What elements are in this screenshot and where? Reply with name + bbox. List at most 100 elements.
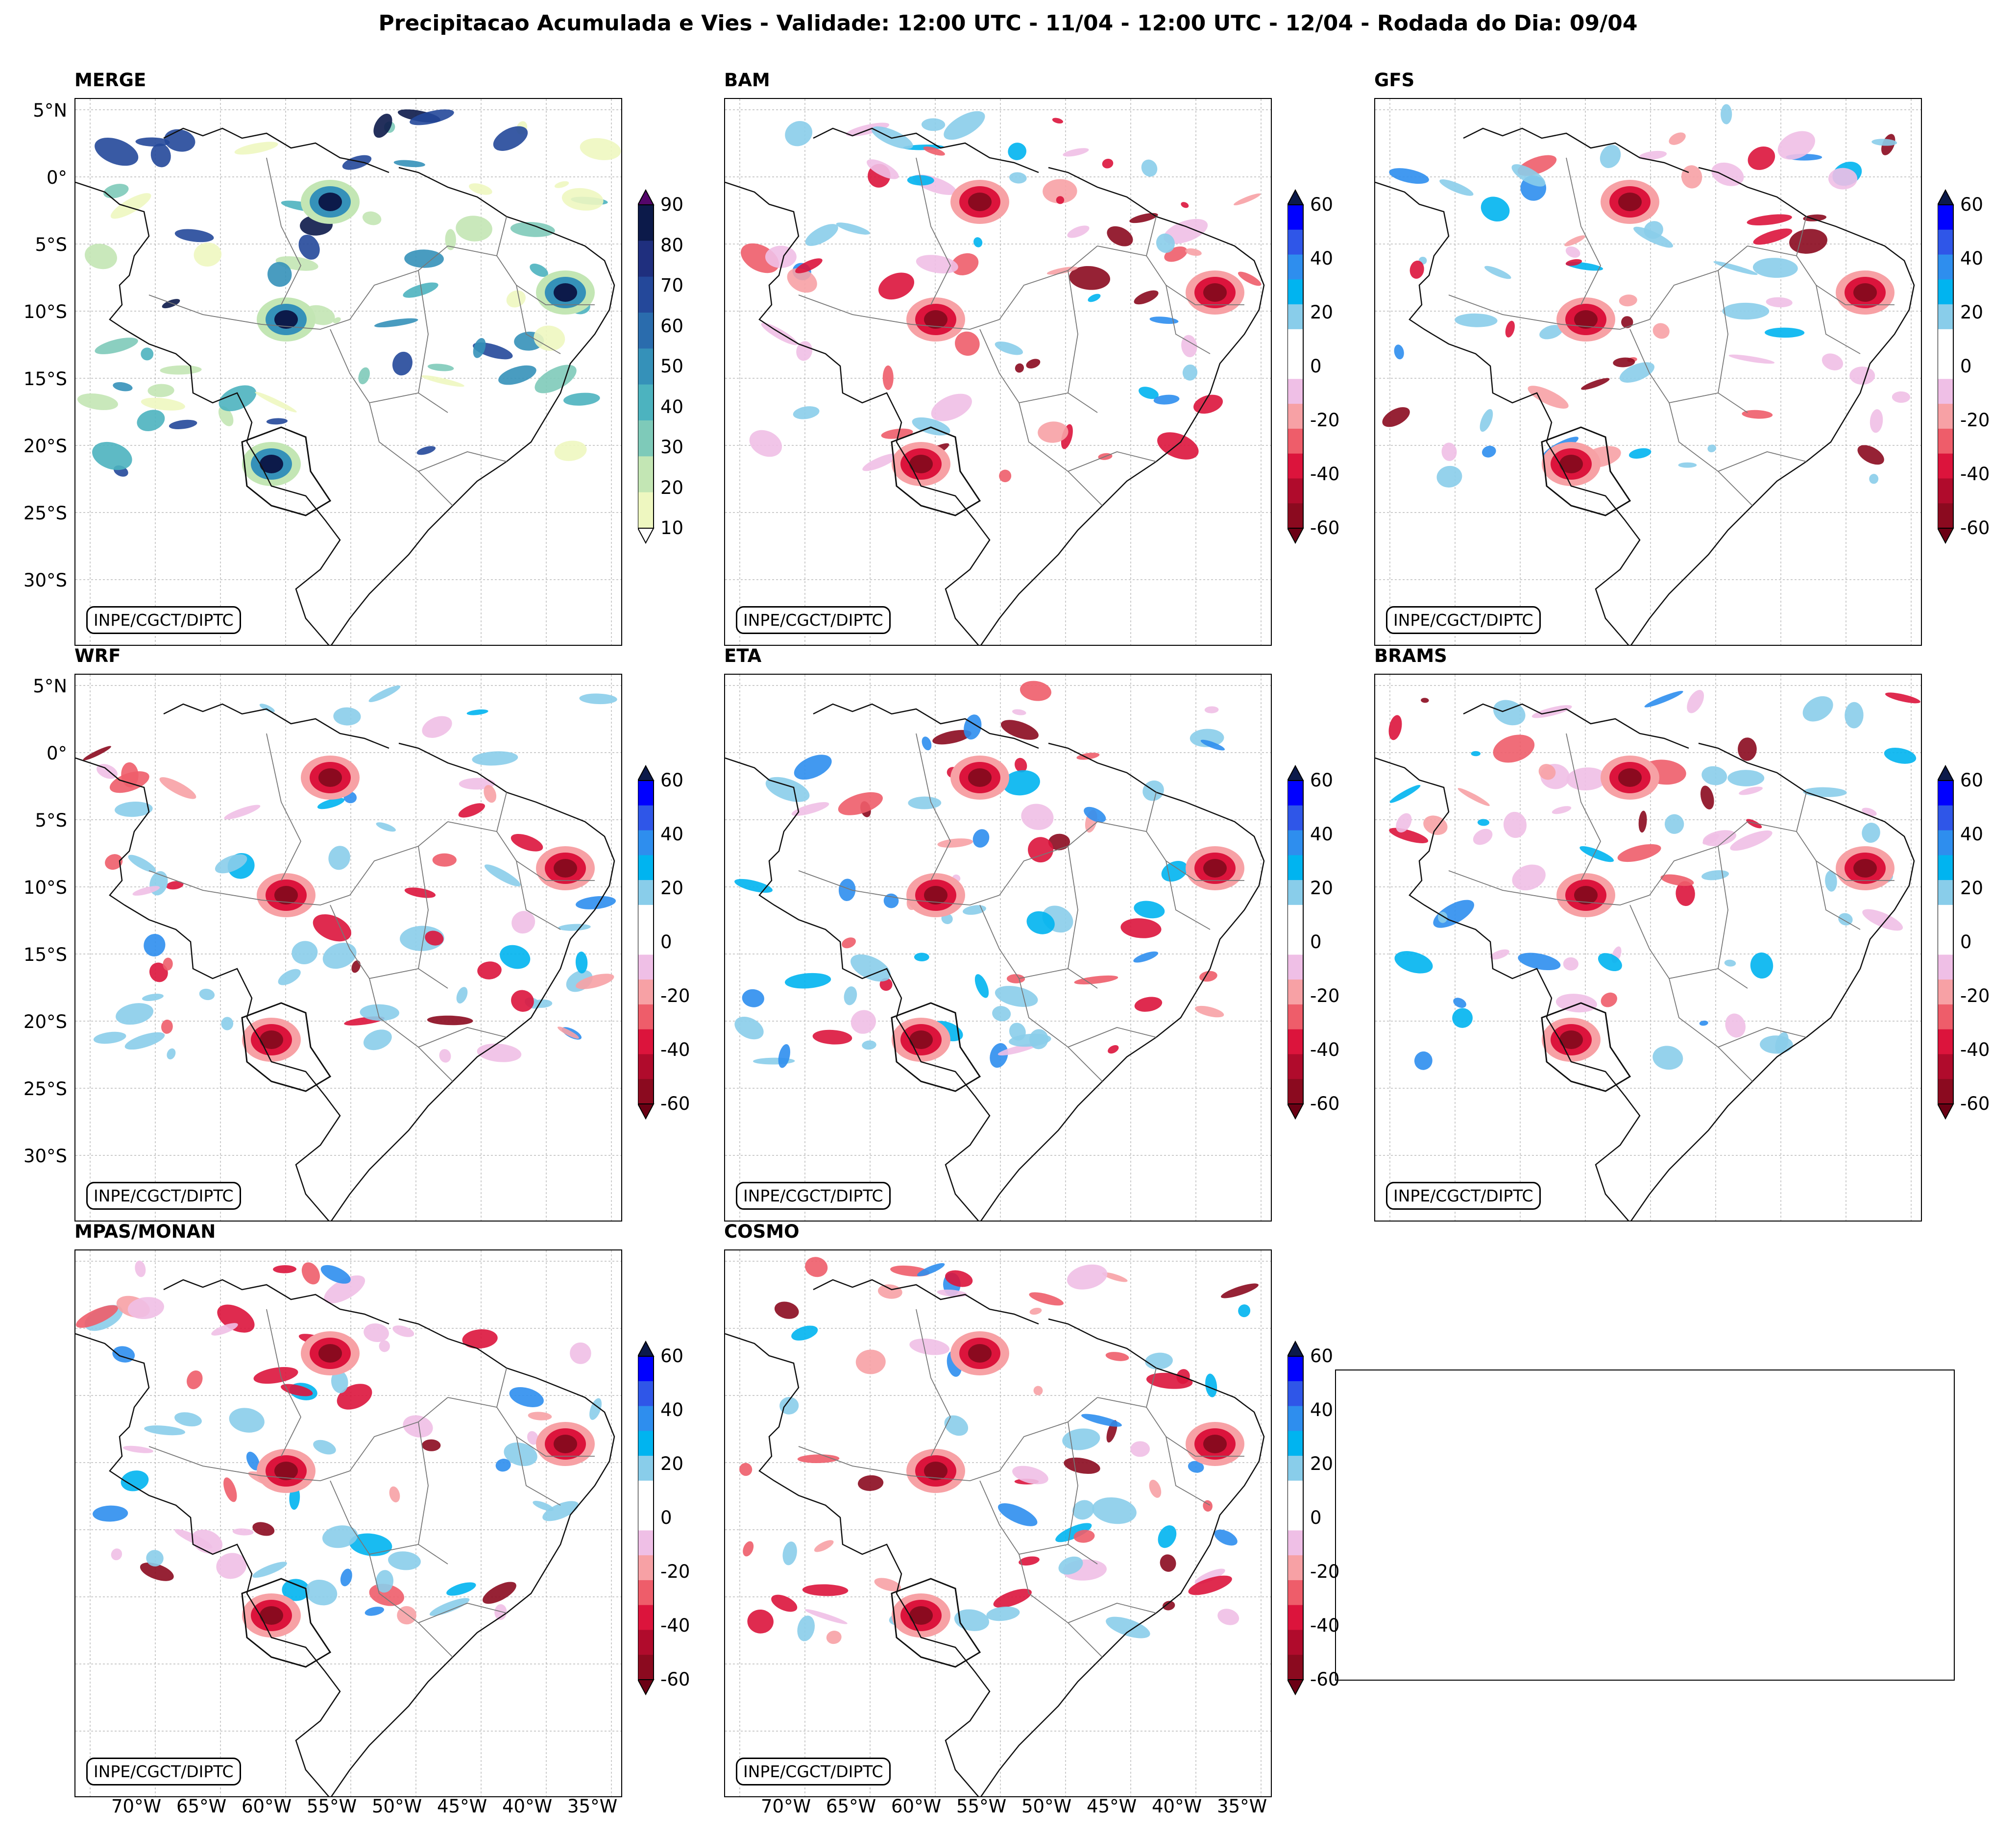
boundaries: [725, 703, 1265, 1221]
colorbar-segment: [1287, 855, 1303, 880]
colorbar-segment: [1287, 478, 1303, 504]
colorbar-tick-label: -60: [1960, 517, 1990, 538]
colorbar-segment: [638, 979, 654, 1005]
credit-label: INPE/CGCT/DIPTC: [736, 1182, 891, 1210]
panel-title-wrf: WRF: [74, 645, 121, 666]
lon-label: 45°W: [437, 1796, 487, 1817]
colorbar-tick-label: -60: [1310, 1669, 1340, 1690]
colorbar-tick-label: 40: [660, 824, 684, 845]
colorbar-segment: [638, 830, 654, 856]
colorbar-tick-label: 40: [1960, 824, 1984, 845]
lat-label: 5°N: [33, 676, 67, 697]
colorbar-segment: [1938, 979, 1953, 1005]
colorbar-segment: [1287, 379, 1303, 404]
panel-title-mpas: MPAS/MONAN: [74, 1221, 216, 1242]
colorbar-tick-label: 0: [1310, 931, 1322, 953]
colorbar-tick-label: -20: [660, 985, 690, 1006]
lon-label: 60°W: [242, 1796, 292, 1817]
colorbar-segment: [1287, 1580, 1303, 1606]
credit-label: INPE/CGCT/DIPTC: [736, 1758, 891, 1785]
lon-label: 40°W: [1152, 1796, 1202, 1817]
boundaries: [1375, 127, 1915, 645]
lon-label: 55°W: [956, 1796, 1007, 1817]
colorbar-segment: [1287, 1505, 1303, 1531]
colorbar-segment: [1938, 954, 1953, 980]
colorbar-segment: [1287, 354, 1303, 379]
colorbar-segment: [638, 1079, 654, 1104]
colorbar-segment: [1938, 428, 1953, 454]
colorbar-cosmo: 60 40 20 0 -20 -40 -60: [1287, 1337, 1366, 1709]
colorbar-tick-label: 0: [1960, 356, 1972, 377]
colorbar-tick-label: -40: [1310, 1615, 1340, 1636]
colorbar-segment: [638, 1580, 654, 1606]
graticule: [75, 1250, 621, 1796]
colorbar-tick-label: -20: [1310, 410, 1340, 431]
colorbar-wrf: 60 40 20 0 -20 -40 -60: [638, 761, 716, 1133]
lat-label: 25°S: [23, 503, 67, 524]
lon-label: 50°W: [372, 1796, 422, 1817]
boundaries: [1375, 703, 1915, 1221]
colorbar-extend-max: [1287, 189, 1304, 205]
colorbar-segment: [1287, 1605, 1303, 1630]
lat-label: 20°S: [23, 436, 67, 457]
map-canvas: [1375, 99, 1921, 645]
panel-title-brams: BRAMS: [1374, 645, 1447, 666]
lat-label: 20°S: [23, 1011, 67, 1032]
colorbar-eta: 60 40 20 0 -20 -40 -60: [1287, 761, 1366, 1133]
colorbar-tick-label: -60: [1310, 1093, 1340, 1114]
map-panel-brams: INPE/CGCT/DIPTC: [1374, 674, 1922, 1222]
colorbar-segment: [638, 905, 654, 930]
panel-title-bam: BAM: [724, 70, 770, 91]
colorbar-tick-label: -40: [660, 1615, 690, 1636]
colorbar-segment: [638, 1406, 654, 1431]
colorbar-segment: [1287, 229, 1303, 255]
colorbar-segment: [1287, 905, 1303, 930]
colorbar-tick-label: -40: [660, 1039, 690, 1060]
map-panel-eta: INPE/CGCT/DIPTC: [724, 674, 1272, 1222]
colorbar-tick-label: 20: [1310, 878, 1334, 899]
empty-axes-box: [1335, 1369, 1955, 1681]
colorbar-tick-label: -60: [660, 1093, 690, 1114]
colorbar-segment: [1938, 304, 1953, 330]
lon-label: 35°W: [567, 1796, 618, 1817]
map-canvas: [75, 675, 621, 1221]
colorbar-tick-label: 40: [1310, 248, 1334, 269]
colorbar-segment: [1938, 805, 1953, 831]
colorbar-segment: [1938, 1029, 1953, 1054]
colorbar-tick-label: 10: [660, 517, 684, 538]
colorbar-segment: [1287, 1004, 1303, 1030]
colorbar-segment: [638, 1655, 654, 1680]
colorbar-segment: [1287, 1480, 1303, 1506]
field-blobs: [734, 681, 1244, 1068]
colorbar-segment: [638, 1029, 654, 1054]
colorbar-segment: [638, 276, 654, 313]
colorbar-extend-min: [1287, 1679, 1304, 1696]
colorbar-segment: [1287, 453, 1303, 479]
colorbar-segment: [1938, 478, 1953, 504]
boundaries: [725, 1279, 1265, 1796]
colorbar-segment: [1287, 279, 1303, 305]
colorbar-extend-min: [1938, 1103, 1954, 1120]
colorbar-segment: [1287, 880, 1303, 905]
colorbar-tick-label: 20: [660, 477, 684, 498]
colorbar-tick-label: -20: [660, 1561, 690, 1582]
colorbar-segment: [1287, 1456, 1303, 1481]
colorbar-extend-max: [1287, 1340, 1304, 1357]
colorbar-tick-label: -40: [1960, 1039, 1990, 1060]
colorbar-segment: [638, 1054, 654, 1079]
panel-title-merge: MERGE: [74, 70, 146, 91]
colorbar-segment: [638, 492, 654, 529]
colorbar-bam: 60 40 20 0 -20 -40 -60: [1287, 185, 1366, 558]
colorbar-tick-label: -40: [1960, 464, 1990, 485]
colorbar-tick-label: 30: [660, 437, 684, 458]
colorbar-tick-label: 40: [660, 396, 684, 417]
colorbar-segment: [638, 1356, 654, 1382]
colorbar-segment: [1938, 229, 1953, 255]
colorbar-segment: [1938, 880, 1953, 905]
colorbar-segment: [638, 1381, 654, 1407]
colorbar-tick-label: -40: [1310, 464, 1340, 485]
colorbar-tick-label: 60: [660, 1345, 684, 1367]
colorbar-segment: [1938, 905, 1953, 930]
colorbar-segment: [638, 1004, 654, 1030]
colorbar-tick-label: -20: [1310, 1561, 1340, 1582]
